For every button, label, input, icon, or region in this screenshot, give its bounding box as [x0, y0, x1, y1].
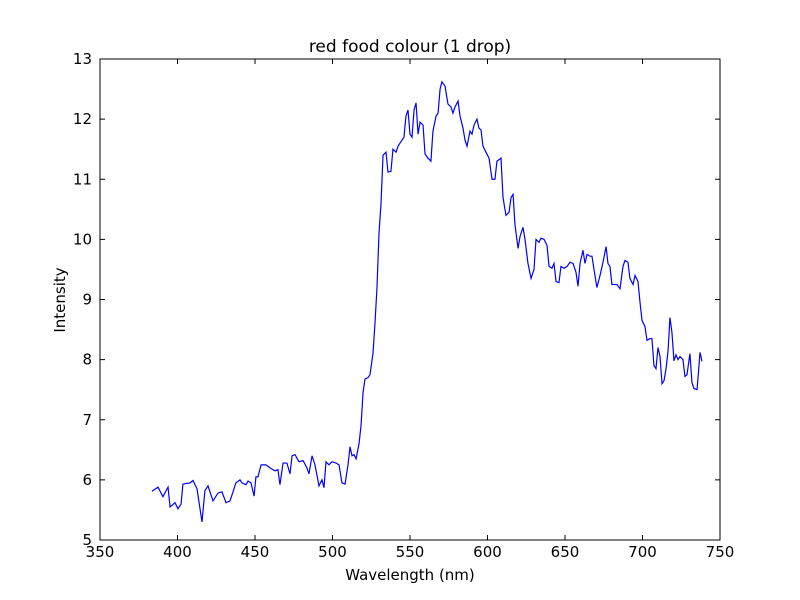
x-tick-label: 600 — [473, 543, 502, 561]
y-axis-label: Intensity — [51, 267, 69, 332]
x-tick-label: 650 — [551, 543, 580, 561]
x-axis-label: Wavelength (nm) — [345, 566, 475, 584]
x-tick-label: 500 — [318, 543, 347, 561]
y-tick-label: 8 — [82, 351, 92, 369]
x-tick-label: 400 — [163, 543, 192, 561]
x-tick-label: 700 — [628, 543, 657, 561]
x-tick-label: 350 — [86, 543, 115, 561]
y-tick-label: 11 — [73, 170, 92, 188]
y-tick-label: 12 — [73, 110, 92, 128]
y-tick-label: 5 — [82, 531, 92, 549]
y-tick-label: 7 — [82, 411, 92, 429]
y-tick-label: 13 — [73, 50, 92, 68]
data-line — [151, 80, 703, 523]
y-tick-label: 10 — [73, 230, 92, 248]
x-tick-label: 550 — [396, 543, 425, 561]
x-tick-label: 450 — [241, 543, 270, 561]
chart-title: red food colour (1 drop) — [309, 37, 511, 57]
plot-frame — [99, 58, 721, 541]
x-tick-label: 750 — [706, 543, 735, 561]
y-tick-label: 6 — [82, 471, 92, 489]
y-tick-label: 9 — [82, 291, 92, 309]
